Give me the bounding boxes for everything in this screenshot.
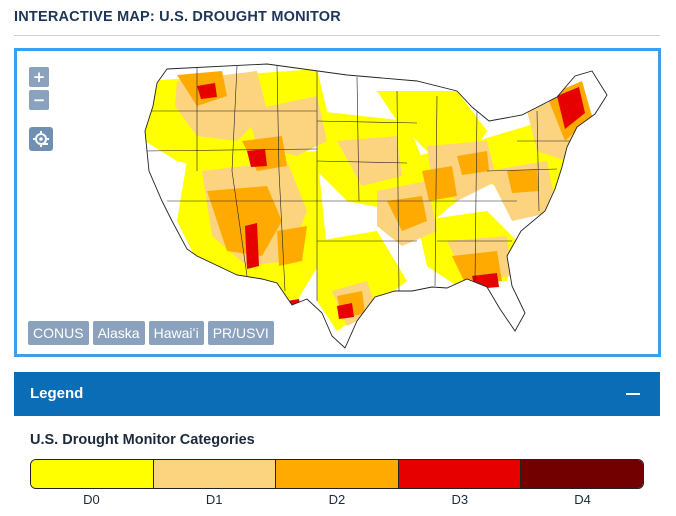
reset-view-icon bbox=[33, 131, 49, 147]
minus-icon[interactable] bbox=[626, 393, 640, 395]
zoom-out-button[interactable]: − bbox=[29, 90, 49, 110]
legend-labels: D0 D1 D2 D3 D4 bbox=[30, 492, 644, 507]
region-button-pr-usvi[interactable]: PR/USVI bbox=[207, 321, 274, 345]
legend-color-bar bbox=[30, 459, 644, 489]
legend-swatch-d0 bbox=[31, 460, 154, 488]
page-title: INTERACTIVE MAP: U.S. DROUGHT MONITOR bbox=[14, 9, 341, 25]
categories-heading: U.S. Drought Monitor Categories bbox=[30, 432, 255, 448]
region-selector: CONUS Alaska Hawaiʻi PR/USVI bbox=[28, 321, 274, 345]
legend-swatch-d1 bbox=[153, 460, 277, 488]
state-borders bbox=[145, 65, 577, 301]
legend-swatch-d4 bbox=[521, 460, 643, 488]
legend-label-d0: D0 bbox=[83, 492, 100, 507]
legend-title: Legend bbox=[30, 385, 84, 402]
title-divider bbox=[14, 35, 660, 36]
legend-header[interactable]: Legend bbox=[14, 372, 660, 416]
legend-swatch-d3 bbox=[398, 460, 522, 488]
region-button-conus[interactable]: CONUS bbox=[28, 321, 89, 345]
legend-label-d1: D1 bbox=[205, 492, 223, 507]
drought-map[interactable]: + − CONUS Alaska Hawaiʻi PR/USVI bbox=[14, 48, 661, 357]
legend-label-d3: D3 bbox=[451, 492, 469, 507]
drought-map-canvas[interactable] bbox=[17, 51, 658, 354]
region-button-hawaii[interactable]: Hawaiʻi bbox=[148, 321, 204, 345]
zoom-in-button[interactable]: + bbox=[29, 67, 49, 87]
region-button-alaska[interactable]: Alaska bbox=[92, 321, 145, 345]
drought-intensity-layer bbox=[145, 69, 592, 331]
legend-label-d2: D2 bbox=[328, 492, 346, 507]
legend-label-d4: D4 bbox=[574, 492, 591, 507]
legend-swatch-d2 bbox=[276, 460, 399, 488]
reset-view-button[interactable] bbox=[29, 127, 53, 151]
